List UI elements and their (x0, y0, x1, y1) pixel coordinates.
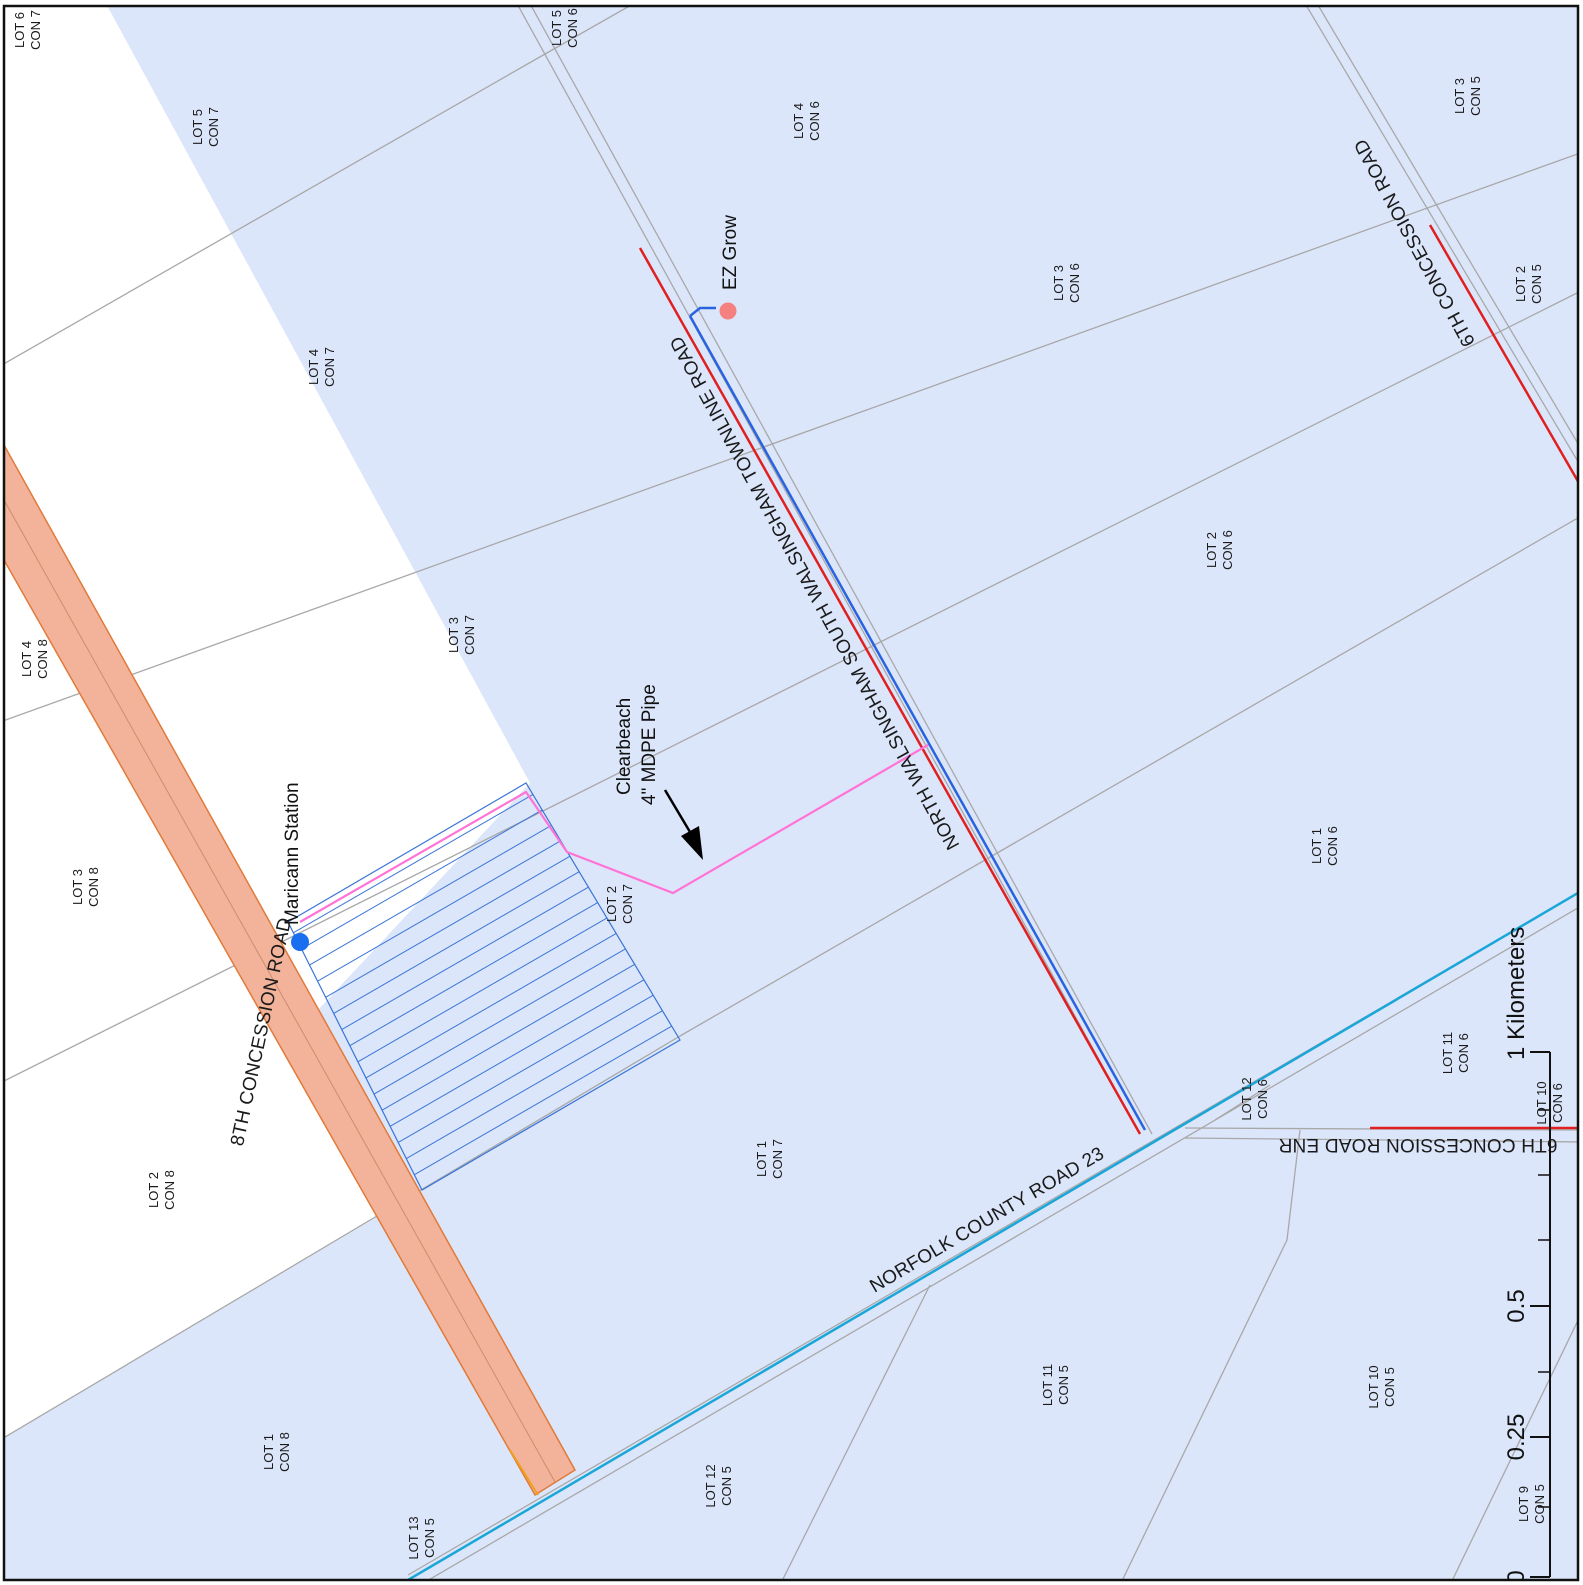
lot-label: LOT 3CON 5 (1452, 76, 1483, 116)
scale-tick-025: 0.25 (1503, 1414, 1530, 1461)
corridor-end-mark (509, 1449, 539, 1496)
lot-label: LOT 3CON 7 (446, 615, 477, 655)
lot-label: LOT 3CON 6 (1051, 263, 1082, 303)
lot-label: LOT 2CON 7 (604, 884, 635, 924)
ez-grow-label: EZ Grow (720, 215, 741, 290)
pipe-arrow (663, 789, 703, 860)
lot-label: LOT 2CON 5 (1513, 264, 1544, 304)
lot-label: LOT 10CON 5 (1366, 1365, 1397, 1408)
lot-label: LOT 2CON 6 (1204, 530, 1235, 570)
lot-label: LOT 3CON 8 (70, 867, 101, 907)
lot-label: LOT 1CON 8 (261, 1432, 292, 1472)
corridor (4, 443, 577, 1497)
townline-red-overlay (638, 247, 1142, 1135)
proposed-pipe (299, 744, 929, 923)
lot-label: LOT 12CON 6 (1239, 1077, 1270, 1120)
scale-tick-0: 0 (1503, 1570, 1530, 1583)
lot-label: LOT 5CON 6 (549, 8, 580, 48)
lot-label: LOT 5CON 7 (190, 107, 221, 147)
ez-grow-marker[interactable] (719, 302, 737, 320)
scale-title: 1 Kilometers (1503, 927, 1530, 1060)
lot-label: LOT 11CON 5 (1040, 1364, 1071, 1406)
lot-label: LOT 13CON 5 (406, 1516, 437, 1559)
lot-label: LOT 9CON 5 (1516, 1484, 1547, 1524)
maricann-station-label: Maricann Station (282, 782, 303, 925)
lot-label: LOT 4CON 6 (791, 101, 822, 141)
lot-label: LOT 12CON 5 (703, 1464, 734, 1507)
lot-label: LOT 10CON 6 (1534, 1081, 1565, 1124)
map-frame (2, 4, 1580, 1582)
lot-label: LOT 2CON 8 (146, 1170, 177, 1210)
gas-main (688, 315, 1147, 1131)
hatched-parcel (287, 782, 681, 1191)
corridor-centerline (4, 499, 556, 1483)
lot-label: LOT 11CON 6 (1440, 1032, 1471, 1074)
lot-label: LOT 1CON 6 (1309, 826, 1340, 866)
gas-service-ezgrow (689, 306, 716, 317)
scale-tick-05: 0.5 (1503, 1289, 1530, 1322)
sixth-concession-enr-label: 6TH CONCESSION ROAD ENR (1278, 1134, 1557, 1155)
lot-label: LOT 6CON 7 (12, 10, 43, 50)
maricann-station-marker[interactable] (291, 933, 309, 951)
lot-labels: LOT 6CON 7 LOT 5CON 6 LOT 5CON 7 LOT 4CON 6… (12, 8, 1565, 1559)
lot-label: LOT 4CON 8 (19, 639, 50, 679)
sixth-concession-red (1428, 224, 1578, 484)
county-road-line (407, 891, 1578, 1580)
scale-bar: 1 Kilometers 1 0.5 0.25 0 (1503, 927, 1551, 1583)
lot-label: LOT 4CON 7 (306, 347, 337, 387)
pipe-label-line1: Clearbeach (614, 698, 635, 795)
lot-label: LOT 1CON 7 (754, 1139, 785, 1179)
pipe-label-line2: 4" MDPE Pipe (639, 684, 660, 805)
